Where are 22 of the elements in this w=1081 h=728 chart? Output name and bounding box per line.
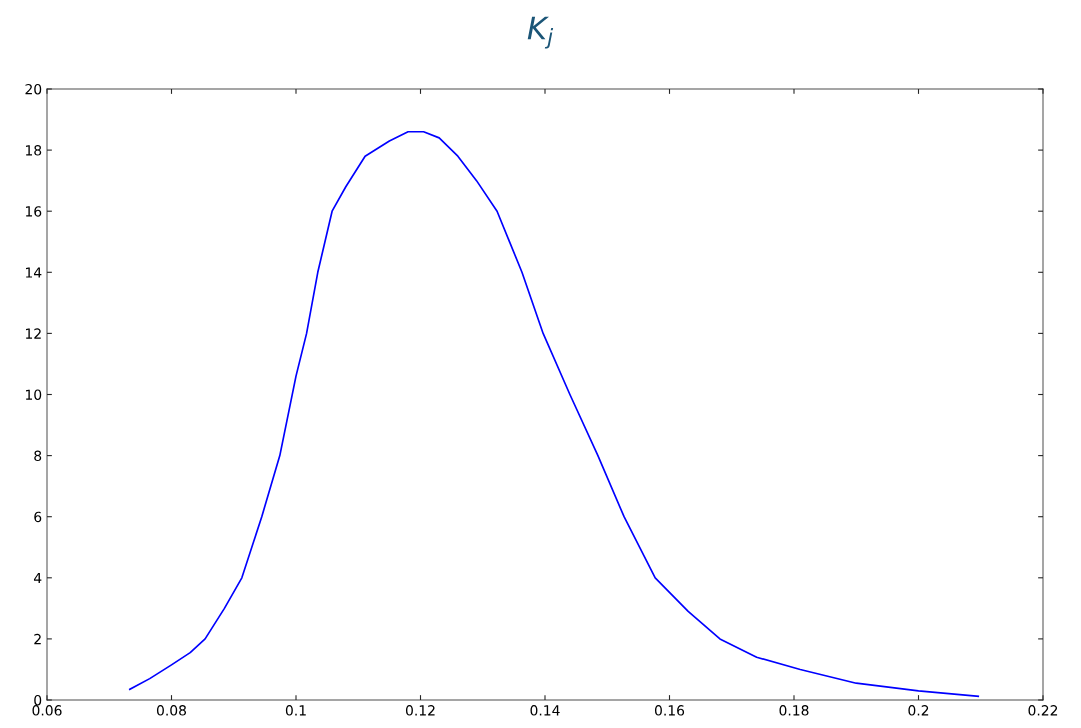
x-tick-label: 0.2 xyxy=(908,705,929,716)
x-tick-label: 0.22 xyxy=(1028,705,1058,716)
x-tick-label: 0.06 xyxy=(32,705,62,716)
chart-title: K$_{j}$ xyxy=(527,16,554,49)
y-tick-label: 20 xyxy=(25,83,42,95)
y-tick-label: 6 xyxy=(34,511,42,523)
line-series xyxy=(128,130,980,698)
x-tick-label: 0.08 xyxy=(156,705,187,716)
y-tick-label: 18 xyxy=(25,145,42,156)
y-tick-label: 12 xyxy=(25,328,41,339)
y-tick-label: 4 xyxy=(33,572,42,584)
y-tick-label: 2 xyxy=(34,633,41,645)
y-tick-label: 8 xyxy=(34,450,42,462)
y-tick-label: 10 xyxy=(25,389,42,400)
x-tick-label: 0.16 xyxy=(654,705,685,716)
y-tick-label: 16 xyxy=(25,206,42,217)
x-tick-label: 0.14 xyxy=(530,705,560,716)
x-tick-label: 0.18 xyxy=(779,705,809,716)
y-tick-label: 14 xyxy=(25,267,42,278)
x-tick-label: 0.1 xyxy=(285,705,306,716)
y-tick-label: 0 xyxy=(34,694,42,706)
x-tick-label: 0.12 xyxy=(405,705,435,716)
